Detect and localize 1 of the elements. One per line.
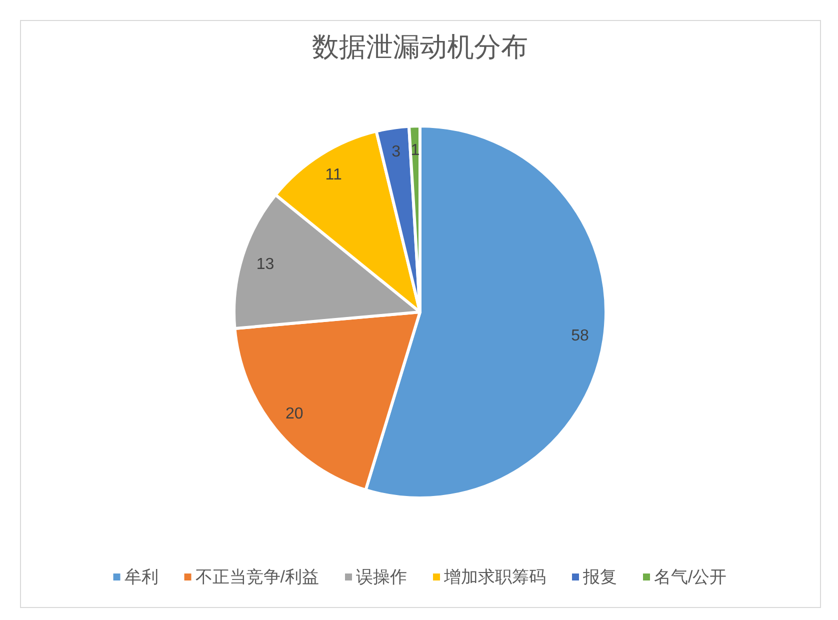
title: 数据泄漏动机分布 <box>312 32 528 62</box>
